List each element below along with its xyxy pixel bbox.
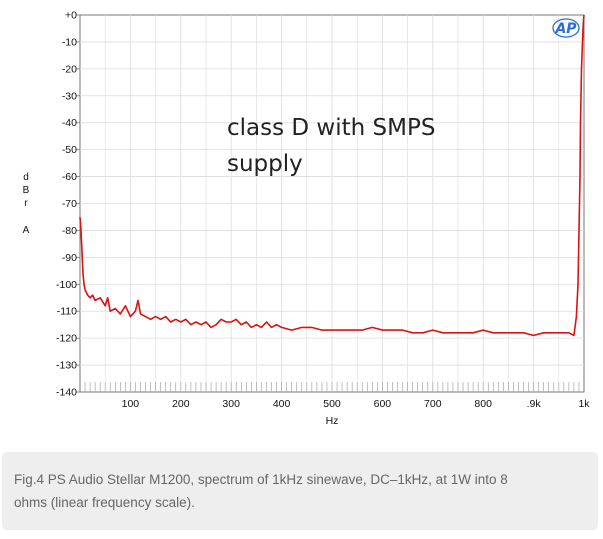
- y-axis-label-r: r: [24, 198, 28, 209]
- y-tick-label: -20: [62, 63, 77, 75]
- ap-logo-text: AP: [554, 21, 577, 37]
- caption-line-1: Fig.4 PS Audio Stellar M1200, spectrum o…: [14, 472, 508, 487]
- x-tick-label: .9k: [527, 398, 542, 410]
- annotation-line-1: class D with SMPS: [227, 115, 435, 141]
- x-tick-label: 1k: [578, 398, 590, 410]
- chart: +0 -10 -20 -30 -40 -50 -60 -70 -80 -90 -100 -110 -12…: [23, 10, 591, 428]
- y-tick-label: -120: [56, 333, 77, 345]
- y-tick-label: -130: [56, 360, 77, 372]
- y-tick-label: -110: [57, 306, 77, 318]
- y-tick-label: -50: [62, 144, 77, 156]
- figure-caption: Fig.4 PS Audio Stellar M1200, spectrum o…: [2, 452, 598, 530]
- y-tick-label: -80: [62, 225, 77, 237]
- y-tick-label: -30: [62, 90, 77, 102]
- y-tick-label: -140: [56, 387, 77, 399]
- x-axis-label: Hz: [326, 415, 339, 427]
- x-tick-label: 700: [424, 398, 442, 410]
- y-tick-label: -60: [62, 171, 77, 183]
- y-tick-label: +0: [65, 10, 77, 22]
- y-tick-label: -40: [62, 117, 77, 129]
- y-tick-label: -100: [56, 279, 77, 291]
- x-tick-label: 200: [172, 398, 190, 410]
- annotation-line-2: supply: [227, 151, 303, 177]
- x-tick-label: 100: [122, 398, 140, 410]
- x-tick-label: 800: [474, 398, 492, 410]
- x-tick-labels: 100 200 300 400 500 600 700 800 .9k 1k: [122, 398, 591, 410]
- y-axis-label-a: A: [23, 225, 30, 236]
- y-axis-label-b: B: [23, 185, 30, 196]
- grid: [76, 14, 584, 393]
- y-axis-label: d B r A: [23, 172, 30, 236]
- y-tick-labels: +0 -10 -20 -30 -40 -50 -60 -70 -80 -90 -100 -110 -12…: [56, 10, 77, 399]
- x-tick-label: 500: [323, 398, 341, 410]
- series-line: [79, 14, 585, 337]
- y-tick-label: -70: [62, 198, 77, 210]
- x-tick-label: 600: [374, 398, 392, 410]
- x-tick-label: 400: [273, 398, 291, 410]
- y-tick-label: -10: [62, 36, 77, 48]
- x-tick-label: 300: [222, 398, 240, 410]
- annotation: class D with SMPS supply: [227, 115, 435, 177]
- caption-line-2: ohms (linear frequency scale).: [14, 495, 195, 510]
- ap-logo: AP: [552, 18, 580, 38]
- y-axis-label-d: d: [23, 172, 29, 183]
- minor-ticks: [84, 382, 580, 392]
- y-tick-label: -90: [62, 252, 77, 264]
